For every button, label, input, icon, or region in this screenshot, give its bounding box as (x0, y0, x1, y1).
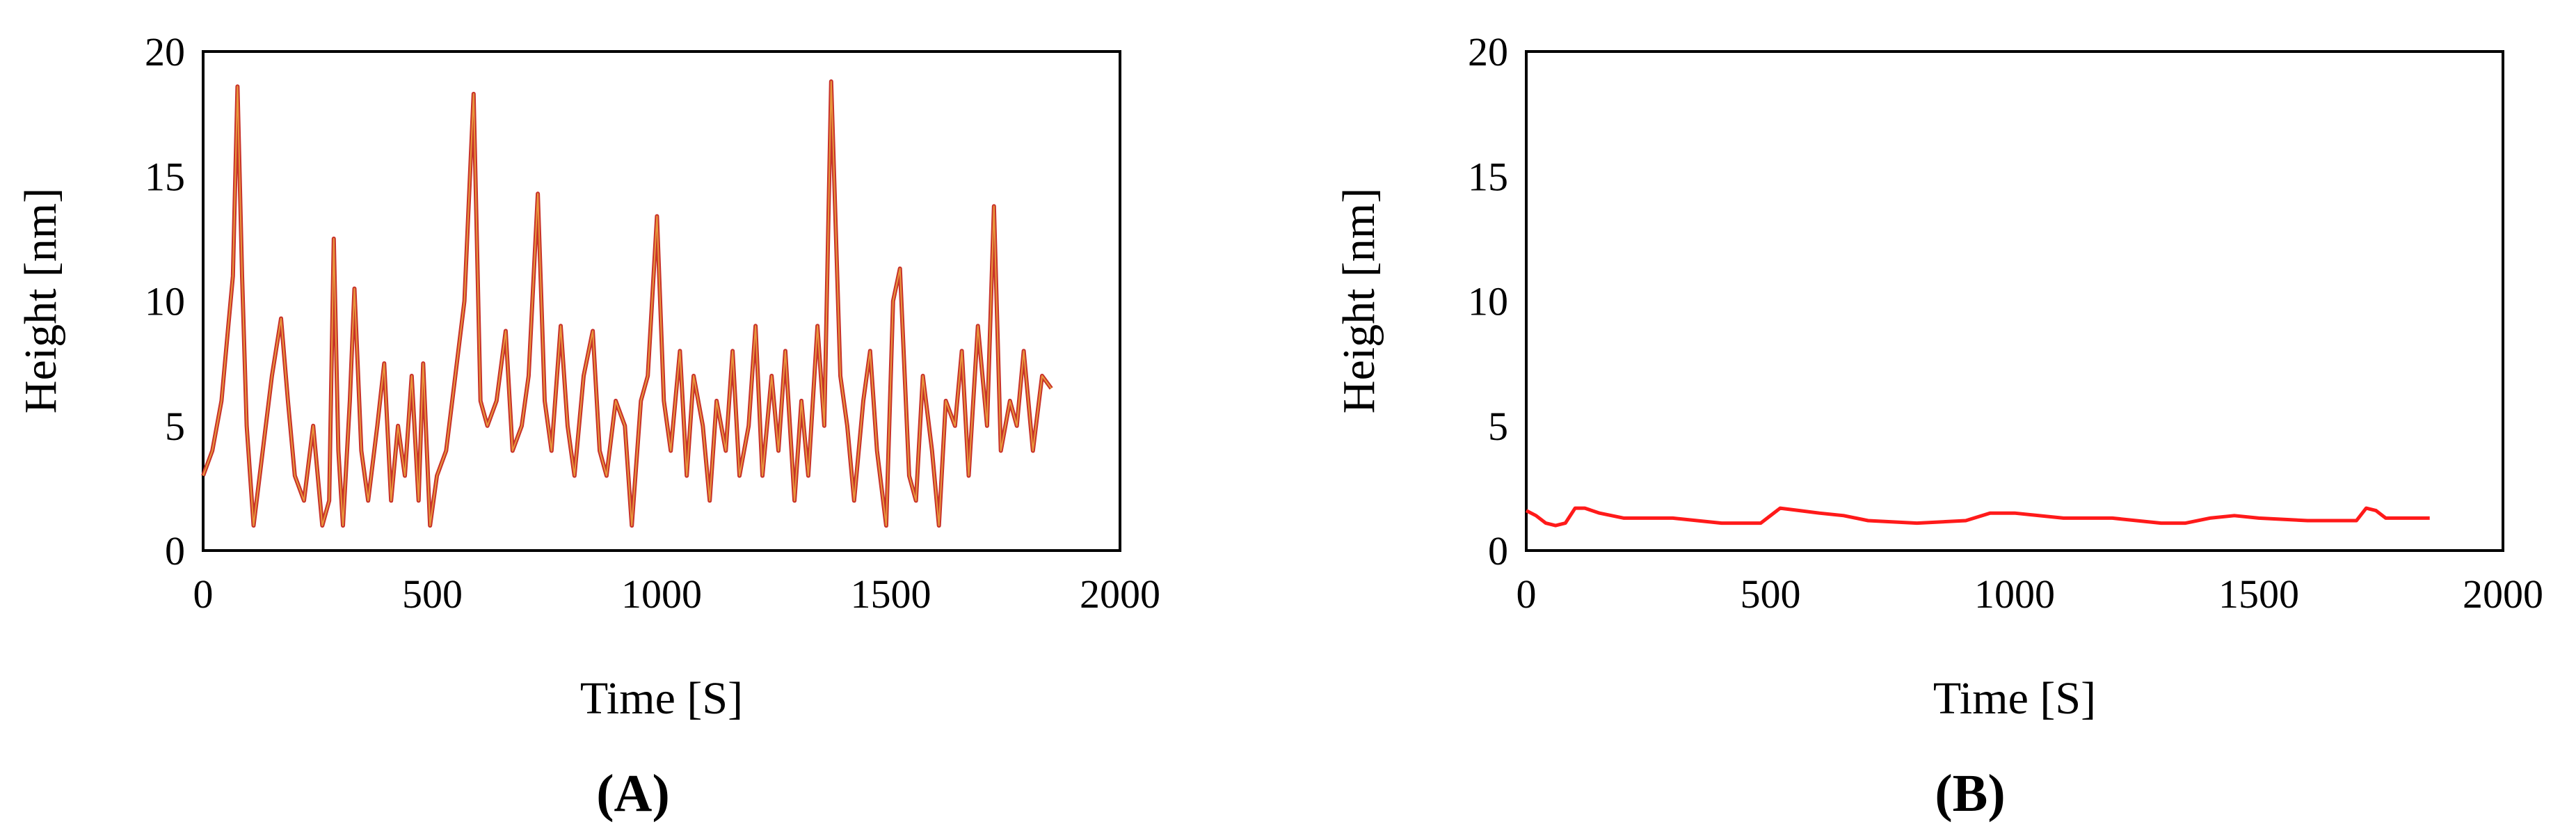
y-tick-label: 20 (145, 29, 185, 74)
chart-panel-b: 0 5 10 15 20 0 500 1000 1500 2000 Height [nm] Ti… (1334, 29, 2543, 823)
x-tick-label: 2000 (1080, 571, 1160, 617)
x-tick-label: 500 (402, 571, 463, 617)
series-group (201, 79, 1053, 528)
x-tick-label: 2000 (2463, 571, 2543, 617)
series-group (1525, 506, 2430, 528)
x-tick-label: 0 (1517, 571, 1537, 617)
series-line-highlight (202, 81, 1053, 527)
y-tick-label: 10 (145, 279, 185, 324)
y-axis-title: Height [nm] (15, 188, 66, 413)
panel-letter: B (1953, 764, 1988, 823)
x-tick-label: 1500 (851, 571, 931, 617)
y-tick-label: 5 (165, 404, 185, 449)
panel-label-a: (A) (596, 764, 670, 823)
chart-panel-a: 0 5 10 15 20 0 500 1000 1500 2000 Height [nm] Ti… (15, 29, 1160, 823)
x-tick-label: 1500 (2218, 571, 2299, 617)
panel-letter: A (614, 764, 653, 823)
x-axis-title: Time [S] (580, 673, 743, 724)
series-line (1525, 506, 2430, 528)
y-tick-label: 0 (1488, 528, 1508, 574)
y-axis-title: Height [nm] (1334, 188, 1384, 413)
y-tick-label: 15 (145, 154, 185, 199)
y-tick-label: 20 (1468, 29, 1508, 74)
x-tick-labels: 0 500 1000 1500 2000 (193, 571, 1161, 617)
y-tick-labels: 0 5 10 15 20 (1468, 29, 1508, 574)
panel-label-b: (B) (1935, 764, 2005, 823)
x-axis-title: Time [S] (1933, 673, 2096, 724)
x-tick-labels: 0 500 1000 1500 2000 (1517, 571, 2544, 617)
plot-frame (1525, 50, 2504, 552)
y-tick-label: 5 (1488, 404, 1508, 449)
y-tick-label: 0 (165, 528, 185, 574)
x-tick-label: 0 (193, 571, 214, 617)
x-tick-label: 1000 (621, 571, 702, 617)
x-tick-label: 1000 (1974, 571, 2055, 617)
y-tick-label: 15 (1468, 154, 1508, 199)
y-tick-labels: 0 5 10 15 20 (145, 29, 185, 574)
plot-frame (202, 50, 1121, 552)
y-tick-label: 10 (1468, 279, 1508, 324)
x-tick-label: 500 (1741, 571, 1801, 617)
